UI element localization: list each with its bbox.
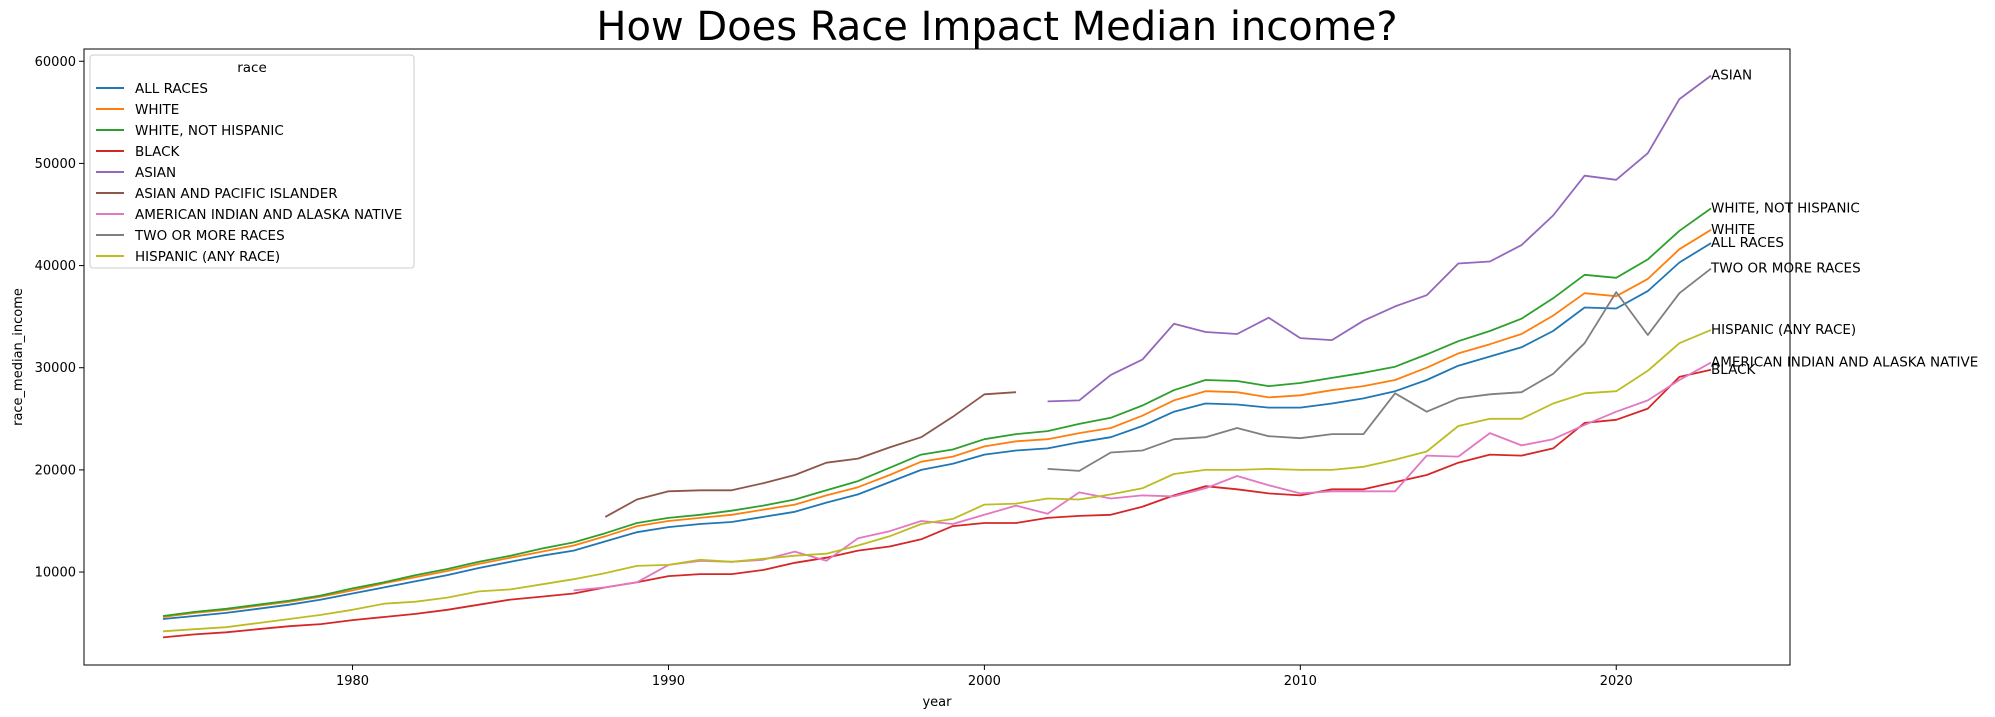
x-tick-label: 1980 bbox=[336, 674, 369, 689]
x-tick-label: 2010 bbox=[1284, 674, 1317, 689]
plot-area-frame bbox=[83, 48, 1791, 666]
series-layer bbox=[162, 74, 1712, 639]
legend-items: ALL RACES WHITE WHITE, NOT HISPANIC BLACK AS… bbox=[96, 81, 402, 265]
x-tick-label: 2000 bbox=[968, 674, 1001, 689]
y-tick-label: 20000 bbox=[35, 463, 76, 478]
chart-title: How Does Race Impact Median income? bbox=[596, 4, 1397, 50]
legend: race ALL RACES WHITE WHITE, NOT HISPANIC BL… bbox=[89, 54, 415, 269]
series-line-hispanic-any-race bbox=[162, 329, 1712, 633]
y-axis-label: race_median_income bbox=[11, 288, 26, 426]
end-label: ALL RACES bbox=[1711, 235, 1784, 251]
series-line-all-races bbox=[162, 242, 1712, 620]
legend-entry: WHITE, NOT HISPANIC bbox=[135, 123, 284, 139]
end-label: AMERICAN INDIAN AND ALASKA NATIVE bbox=[1711, 355, 1978, 371]
series-line-black bbox=[162, 368, 1712, 639]
y-tick-label: 50000 bbox=[35, 157, 76, 172]
legend-entry: ASIAN AND PACIFIC ISLANDER bbox=[135, 186, 338, 202]
legend-box bbox=[89, 54, 415, 269]
series-line-white bbox=[162, 229, 1712, 618]
legend-entry: WHITE bbox=[135, 102, 179, 118]
y-tick-label: 30000 bbox=[35, 361, 76, 376]
end-label: ASIAN bbox=[1711, 68, 1752, 84]
series-line-asian-and-pacific-islander bbox=[604, 391, 1017, 518]
x-tick-label: 1990 bbox=[652, 674, 685, 689]
series-line-two-or-more-races bbox=[1047, 267, 1712, 472]
legend-entry: HISPANIC (ANY RACE) bbox=[135, 249, 280, 265]
x-axis-label: year bbox=[922, 695, 952, 710]
legend-entry: ASIAN bbox=[135, 165, 176, 181]
end-label: BLACK bbox=[1711, 362, 1757, 378]
end-label: HISPANIC (ANY RACE) bbox=[1711, 322, 1856, 338]
x-tick-label: 2020 bbox=[1600, 674, 1633, 689]
end-label: TWO OR MORE RACES bbox=[1710, 261, 1861, 277]
legend-title: race bbox=[237, 60, 267, 76]
x-axis: 1980 1990 2000 2010 2020 bbox=[336, 665, 1633, 689]
y-tick-label: 60000 bbox=[35, 55, 76, 70]
y-tick-label: 40000 bbox=[35, 259, 76, 274]
series-line-american-indian-and-alaska-native bbox=[573, 361, 1712, 592]
legend-entry: TWO OR MORE RACES bbox=[134, 228, 285, 244]
series-line-white-not-hispanic bbox=[162, 207, 1712, 617]
legend-entry: BLACK bbox=[135, 144, 181, 160]
series-line-asian bbox=[1047, 74, 1712, 403]
y-tick-label: 10000 bbox=[35, 566, 76, 581]
legend-entry: ALL RACES bbox=[135, 81, 208, 97]
end-label: WHITE bbox=[1711, 222, 1755, 238]
end-label: WHITE, NOT HISPANIC bbox=[1711, 200, 1860, 216]
legend-entry: AMERICAN INDIAN AND ALASKA NATIVE bbox=[135, 207, 402, 223]
y-axis: 10000 20000 30000 40000 50000 60000 bbox=[35, 55, 84, 581]
